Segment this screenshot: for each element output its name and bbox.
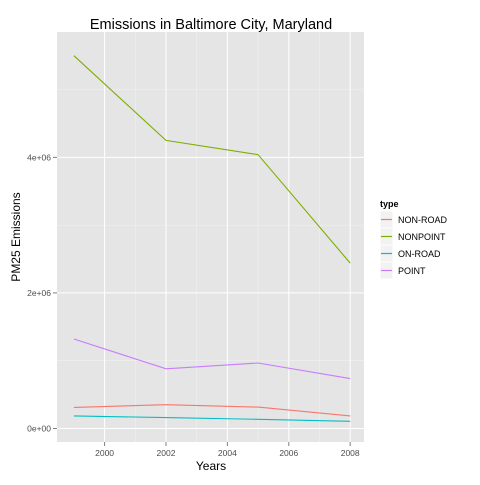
x-tick-label: 2002: [157, 448, 176, 458]
x-tick-label: 2006: [279, 448, 298, 458]
y-tick-label: 0e+00: [27, 423, 51, 433]
legend-title: type: [380, 199, 399, 209]
y-tick-label: 2e+06: [27, 288, 51, 298]
x-axis-label: Years: [196, 459, 226, 473]
chart-title: Emissions in Baltimore City, Maryland: [90, 17, 332, 33]
legend-label: NONPOINT: [398, 232, 446, 242]
x-tick-label: 2004: [218, 448, 237, 458]
axes: 2000 2002 2004 2006 2008 0e+00 2e+06 4e+06: [27, 152, 360, 458]
x-tick-label: 2008: [341, 448, 360, 458]
legend-label: NON-ROAD: [398, 215, 447, 225]
legend-label: POINT: [398, 266, 426, 276]
series-line-non-road: [73, 404, 351, 417]
major-gridlines: [57, 32, 364, 442]
y-tick-label: 4e+06: [27, 152, 51, 162]
series-line-point: [73, 338, 351, 380]
series-line-on-road: [73, 415, 351, 422]
x-tick-label: 2000: [95, 448, 114, 458]
series-lines: [73, 55, 351, 422]
legend-items: NON-ROAD NONPOINT ON-ROAD POINT: [379, 210, 447, 280]
legend: type NON-ROAD NONPOINT ON-ROAD POINT: [379, 199, 447, 280]
minor-gridlines: [57, 32, 364, 442]
legend-label: ON-ROAD: [398, 249, 441, 259]
series-line-nonpoint: [73, 55, 351, 264]
plot-panel: [57, 32, 364, 442]
y-axis-label: PM25 Emissions: [9, 192, 23, 281]
